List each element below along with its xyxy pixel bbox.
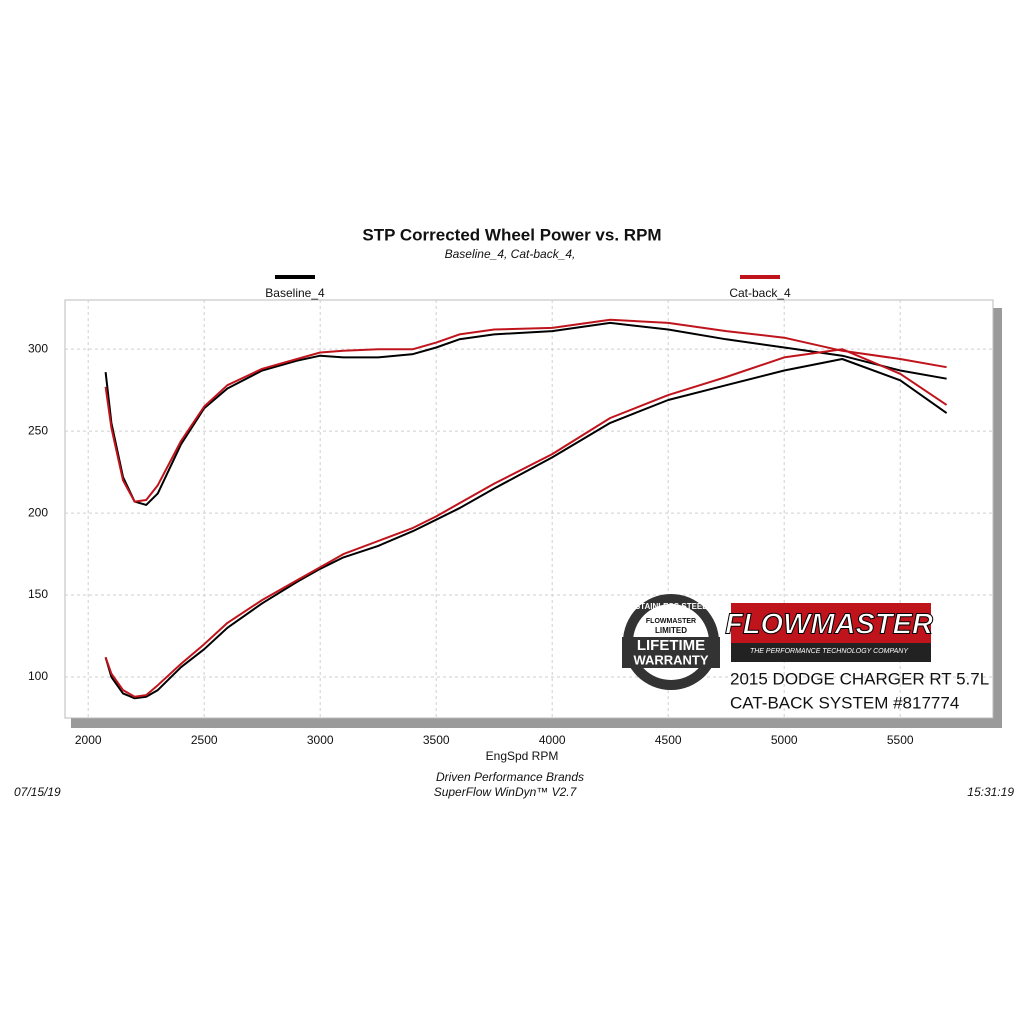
brand-red	[731, 603, 931, 643]
chart-title: STP Corrected Wheel Power vs. RPM	[362, 225, 661, 244]
x-tick-label: 5000	[771, 733, 798, 747]
series-line	[104, 321, 947, 506]
warranty-badge: STAINLESS STEEL FLOWMASTER LIMITED LIFET…	[622, 594, 720, 690]
system-label: CAT-BACK SYSTEM #817774	[730, 693, 959, 712]
x-tick-label: 2500	[191, 733, 218, 747]
legend-label: Cat-back_4	[729, 286, 791, 300]
x-tick-label: 2000	[75, 733, 102, 747]
badge-band	[622, 637, 720, 668]
badge-text: STAINLESS STEEL	[635, 602, 707, 611]
x-axis-label: EngSpd RPM	[486, 749, 559, 763]
x-tick-label: 4000	[539, 733, 566, 747]
series-line	[104, 358, 948, 700]
x-tick-label: 3500	[423, 733, 450, 747]
y-tick-label: 200	[28, 505, 48, 519]
x-tick-label: 5500	[887, 733, 914, 747]
badge-text: LIMITED	[655, 626, 687, 635]
chart-subtitle: Baseline_4, Cat-back_4,	[445, 247, 576, 261]
badge-text: WARRANTY	[633, 652, 708, 667]
footer-time: 15:31:19	[967, 785, 1014, 799]
legend-label: Baseline_4	[265, 286, 325, 300]
y-tick-label: 300	[28, 341, 48, 355]
series-line	[104, 318, 947, 503]
x-tick-label: 3000	[307, 733, 334, 747]
x-tick-label: 4500	[655, 733, 682, 747]
y-tick-label: 150	[28, 587, 48, 601]
badge-text: FLOWMASTER	[646, 618, 696, 625]
footer-company: Driven Performance Brands	[436, 770, 584, 784]
footer-date: 07/15/19	[14, 785, 61, 799]
vehicle-label: 2015 DODGE CHARGER RT 5.7L	[730, 669, 989, 688]
brand-name: FLOWMASTER	[725, 609, 933, 641]
badge-text: LIFETIME	[637, 637, 705, 654]
series-line	[104, 348, 948, 698]
footer-software: SuperFlow WinDyn™ V2.7	[434, 785, 578, 799]
y-tick-label: 250	[28, 423, 48, 437]
y-tick-label: 100	[28, 669, 48, 683]
brand-tagline: THE PERFORMANCE TECHNOLOGY COMPANY	[750, 648, 909, 655]
lines	[104, 318, 948, 700]
brand-logo: FLOWMASTER THE PERFORMANCE TECHNOLOGY CO…	[725, 603, 933, 662]
